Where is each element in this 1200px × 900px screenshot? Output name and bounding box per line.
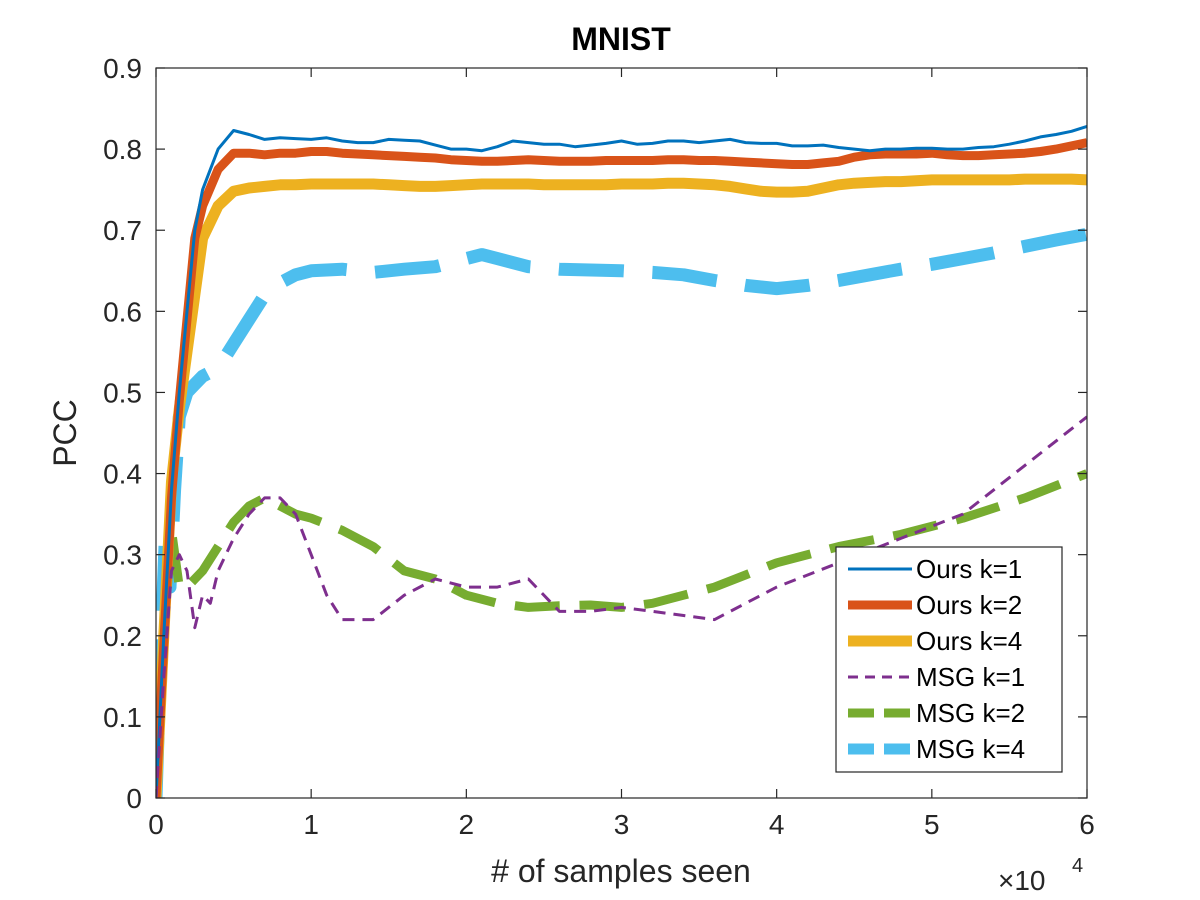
series-line-ours-k-1: [156, 124, 1087, 798]
x-axis-exponent: ×10 4: [998, 855, 1083, 896]
x-tick-label: 5: [924, 809, 940, 840]
y-tick-label: 0.6: [103, 296, 142, 327]
y-tick-label: 0.9: [103, 53, 142, 84]
legend-label: MSG k=2: [916, 698, 1025, 728]
legend-label: MSG k=1: [916, 662, 1025, 692]
x-tick-label: 0: [148, 809, 164, 840]
series-line-msg-k-2: [156, 469, 1087, 783]
y-tick-label: 0.2: [103, 621, 142, 652]
y-tick-label: 0.7: [103, 215, 142, 246]
x-tick-label: 4: [769, 809, 785, 840]
y-tick-label: 0.1: [103, 702, 142, 733]
series-line-ours-k-2: [156, 138, 1087, 798]
y-tick-label: 0.5: [103, 377, 142, 408]
x-tick-label: 1: [303, 809, 319, 840]
series-line-msg-k-1: [156, 415, 1087, 798]
series-line-msg-k-4: [156, 227, 1087, 798]
legend-label: Ours k=1: [916, 554, 1022, 584]
legend-label: Ours k=4: [916, 626, 1022, 656]
chart-title: MNIST: [571, 21, 671, 57]
y-tick-label: 0.8: [103, 134, 142, 165]
y-tick-label: 0.3: [103, 540, 142, 571]
x-axis-exponent-base: ×10: [998, 865, 1046, 896]
legend: Ours k=1 Ours k=2 Ours k=4 MSG k=1 MSG k=2 MS…: [835, 546, 1063, 773]
legend-label: MSG k=4: [916, 734, 1025, 764]
y-axis-label: PCC: [47, 399, 83, 467]
x-axis-label: # of samples seen: [491, 853, 751, 889]
x-tick-label: 6: [1079, 809, 1095, 840]
x-tick-label: 2: [459, 809, 475, 840]
series-line-ours-k-4: [156, 173, 1087, 798]
x-axis-exponent-power: 4: [1072, 855, 1083, 877]
legend-label: Ours k=2: [916, 590, 1022, 620]
x-tick-label: 3: [614, 809, 630, 840]
legend-box: [835, 546, 1063, 773]
y-tick-label: 0: [126, 783, 142, 814]
y-tick-label: 0.4: [103, 459, 142, 490]
